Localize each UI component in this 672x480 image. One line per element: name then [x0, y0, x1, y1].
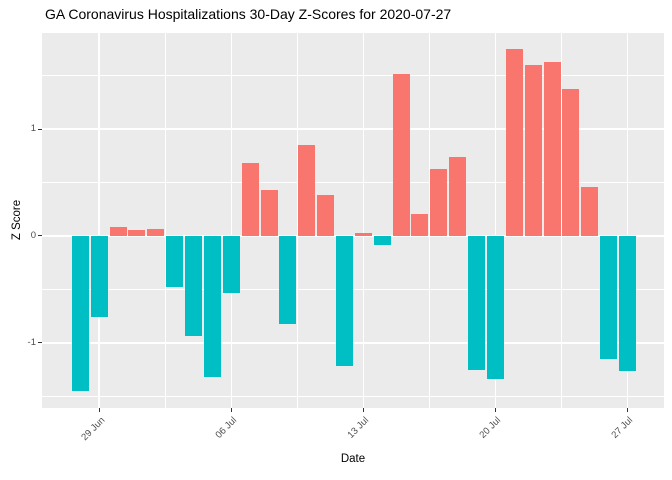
bar-12-jul — [335, 235, 353, 367]
chart-title: GA Coronavirus Hospitalizations 30-Day Z… — [45, 6, 452, 22]
bar-16-jul — [411, 213, 429, 236]
bar-21-jul — [505, 49, 523, 236]
gridline-minor-horizontal — [42, 395, 664, 397]
bar-29-jun — [90, 235, 108, 318]
bar-15-jul — [392, 73, 410, 236]
bar-23-jul — [543, 61, 561, 236]
gridline-major-vertical — [626, 33, 629, 408]
x-tick-label: 13 Jul — [345, 415, 372, 441]
y-tick-mark — [38, 342, 42, 344]
bar-07-jul — [241, 163, 259, 236]
bar-03-jul — [166, 235, 184, 288]
bar-19-jul — [468, 235, 486, 370]
y-tick-label: -1 — [27, 336, 36, 348]
y-tick-label: 1 — [30, 123, 36, 135]
x-tick-mark — [362, 408, 364, 412]
gridline-minor-vertical — [296, 33, 298, 408]
gridline-major-vertical — [494, 33, 497, 408]
y-axis-title: Z Score — [11, 199, 23, 241]
x-tick-mark — [494, 408, 496, 412]
gridline-minor-vertical — [164, 33, 166, 408]
gridline-major-vertical — [98, 33, 100, 408]
bar-11-jul — [317, 195, 335, 236]
x-axis-title: Date — [340, 453, 366, 465]
gridline-major-horizontal — [42, 128, 664, 130]
bar-24-jul — [562, 88, 580, 236]
bar-17-jul — [430, 168, 448, 236]
gridline-minor-horizontal — [42, 289, 664, 290]
gridline-major-horizontal — [42, 342, 664, 344]
gridline-minor-vertical — [428, 33, 430, 408]
x-tick-label: 06 Jul — [213, 415, 240, 441]
bar-06-jul — [222, 235, 240, 293]
bar-14-jul — [373, 235, 391, 245]
gridline-major-vertical — [362, 33, 365, 408]
plot-panel — [42, 33, 664, 408]
gridline-minor-horizontal — [42, 75, 664, 77]
y-tick-mark — [38, 235, 42, 237]
gridline-major-vertical — [230, 33, 232, 408]
gridline-major-horizontal — [42, 235, 664, 237]
y-tick-label: 0 — [30, 229, 36, 241]
gridline-minor-horizontal — [42, 182, 664, 183]
bar-05-jul — [203, 235, 221, 377]
x-tick-label: 29 Jun — [78, 415, 107, 443]
bar-01-jul — [128, 229, 146, 236]
x-tick-mark — [98, 408, 100, 412]
bar-18-jul — [449, 156, 467, 236]
bar-28-jun — [71, 235, 89, 391]
bar-20-jul — [486, 235, 504, 380]
bar-08-jul — [260, 190, 278, 236]
x-tick-mark — [230, 408, 232, 412]
y-tick-mark — [38, 128, 42, 130]
bar-02-jul — [147, 228, 165, 236]
bar-13-jul — [354, 232, 372, 236]
x-tick-mark — [627, 408, 629, 412]
bar-30-jun — [109, 227, 127, 236]
x-tick-label: 20 Jul — [477, 415, 504, 441]
bar-10-jul — [298, 145, 316, 236]
bar-22-jul — [524, 65, 542, 236]
bar-25-jul — [581, 186, 599, 236]
bar-09-jul — [279, 235, 297, 324]
bar-27-jul — [619, 235, 637, 371]
bar-26-jul — [600, 235, 618, 359]
x-tick-label: 27 Jul — [609, 415, 636, 441]
gridline-minor-vertical — [561, 33, 562, 408]
bar-04-jul — [185, 235, 203, 337]
